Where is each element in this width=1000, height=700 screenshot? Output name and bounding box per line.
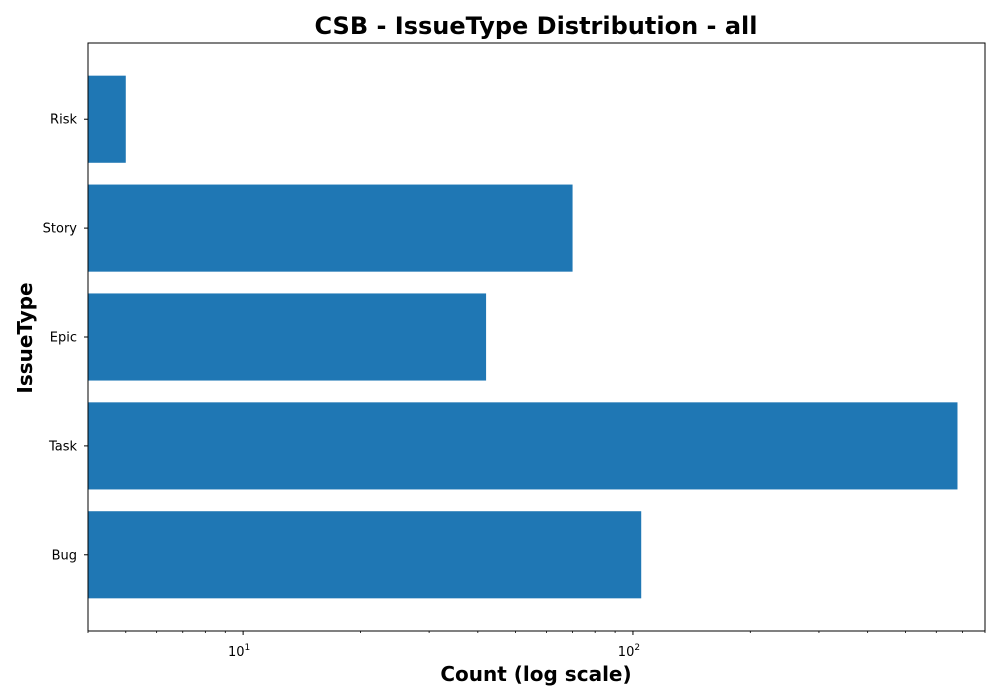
chart-title: CSB - IssueType Distribution - all [315,12,758,40]
y-tick-label: Risk [50,113,77,128]
bar-risk [88,75,126,163]
x-tick-label: 102 [618,643,640,660]
y-tick-label: Epic [50,331,77,346]
y-axis-title: IssueType [13,282,37,393]
bar-story [88,184,573,272]
y-tick-label: Task [48,439,78,454]
bar-bug [88,511,642,599]
x-axis-title: Count (log scale) [440,662,631,686]
x-axis: 101 102 [87,631,986,660]
x-tick-label: 101 [228,643,250,660]
bar-task [88,402,958,490]
y-axis: Bug Task Epic Story Risk [43,113,88,563]
bar-epic [88,293,487,381]
bars-layer [88,75,958,599]
y-tick-label: Story [43,222,78,237]
y-tick-label: Bug [52,548,77,563]
